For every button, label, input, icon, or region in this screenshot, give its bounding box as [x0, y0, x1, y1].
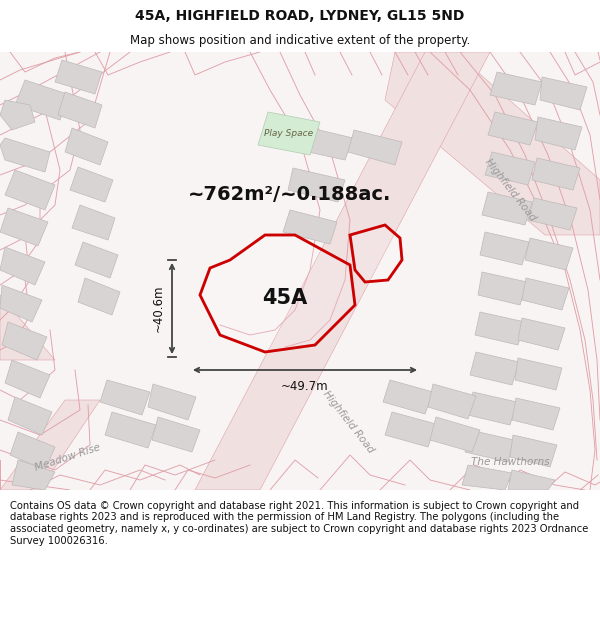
Polygon shape [75, 242, 118, 278]
Polygon shape [508, 470, 555, 490]
Polygon shape [518, 318, 565, 350]
Polygon shape [348, 130, 402, 165]
Polygon shape [540, 77, 587, 110]
Polygon shape [485, 152, 535, 185]
Polygon shape [8, 397, 52, 435]
Polygon shape [350, 225, 402, 282]
Polygon shape [0, 208, 48, 246]
Polygon shape [535, 117, 582, 150]
Polygon shape [490, 72, 542, 105]
Polygon shape [65, 128, 108, 165]
Polygon shape [12, 460, 55, 490]
Polygon shape [100, 380, 150, 415]
Text: Contains OS data © Crown copyright and database right 2021. This information is : Contains OS data © Crown copyright and d… [10, 501, 588, 546]
Text: Highfield Road: Highfield Road [320, 389, 376, 455]
Polygon shape [488, 112, 538, 145]
Polygon shape [0, 295, 55, 360]
Polygon shape [2, 322, 47, 360]
Polygon shape [70, 167, 113, 202]
Text: ~40.6m: ~40.6m [152, 285, 165, 332]
Text: ~49.7m: ~49.7m [281, 380, 329, 393]
Text: Meadow Rise: Meadow Rise [34, 442, 102, 473]
Polygon shape [258, 112, 320, 155]
Polygon shape [290, 125, 353, 160]
Polygon shape [465, 430, 514, 462]
Polygon shape [385, 412, 436, 447]
Polygon shape [200, 235, 355, 352]
Polygon shape [55, 60, 102, 94]
Polygon shape [5, 170, 55, 210]
Polygon shape [522, 278, 569, 310]
Polygon shape [10, 432, 55, 470]
Polygon shape [283, 210, 337, 244]
Polygon shape [470, 352, 519, 385]
Polygon shape [525, 238, 573, 270]
Polygon shape [480, 232, 529, 265]
Polygon shape [78, 278, 120, 315]
Polygon shape [0, 138, 50, 172]
Text: Play Space: Play Space [265, 129, 314, 138]
Polygon shape [532, 158, 580, 190]
Polygon shape [15, 80, 70, 120]
Polygon shape [510, 435, 557, 467]
Polygon shape [5, 360, 50, 398]
Polygon shape [385, 52, 600, 235]
Polygon shape [482, 192, 532, 225]
Polygon shape [152, 417, 200, 452]
Polygon shape [148, 384, 196, 420]
Text: 45A: 45A [262, 288, 308, 308]
Polygon shape [195, 52, 490, 490]
Polygon shape [428, 384, 476, 419]
Polygon shape [475, 312, 525, 345]
Text: 45A, HIGHFIELD ROAD, LYDNEY, GL15 5ND: 45A, HIGHFIELD ROAD, LYDNEY, GL15 5ND [136, 9, 464, 23]
Polygon shape [0, 247, 45, 285]
Polygon shape [105, 412, 156, 448]
Text: The Hawthorns: The Hawthorns [470, 457, 550, 467]
Polygon shape [468, 392, 517, 425]
Polygon shape [288, 168, 345, 202]
Polygon shape [528, 198, 577, 230]
Polygon shape [0, 285, 42, 322]
Polygon shape [383, 380, 433, 414]
Text: ~762m²/~0.188ac.: ~762m²/~0.188ac. [188, 186, 392, 204]
Polygon shape [462, 465, 512, 490]
Text: Map shows position and indicative extent of the property.: Map shows position and indicative extent… [130, 34, 470, 47]
Polygon shape [430, 417, 480, 452]
Polygon shape [515, 358, 562, 390]
Polygon shape [0, 52, 600, 490]
Text: Highfield Road: Highfield Road [482, 157, 538, 223]
Polygon shape [512, 398, 560, 430]
Polygon shape [0, 400, 100, 490]
Polygon shape [72, 205, 115, 240]
Polygon shape [478, 272, 527, 305]
Polygon shape [0, 100, 35, 130]
Polygon shape [58, 92, 102, 128]
